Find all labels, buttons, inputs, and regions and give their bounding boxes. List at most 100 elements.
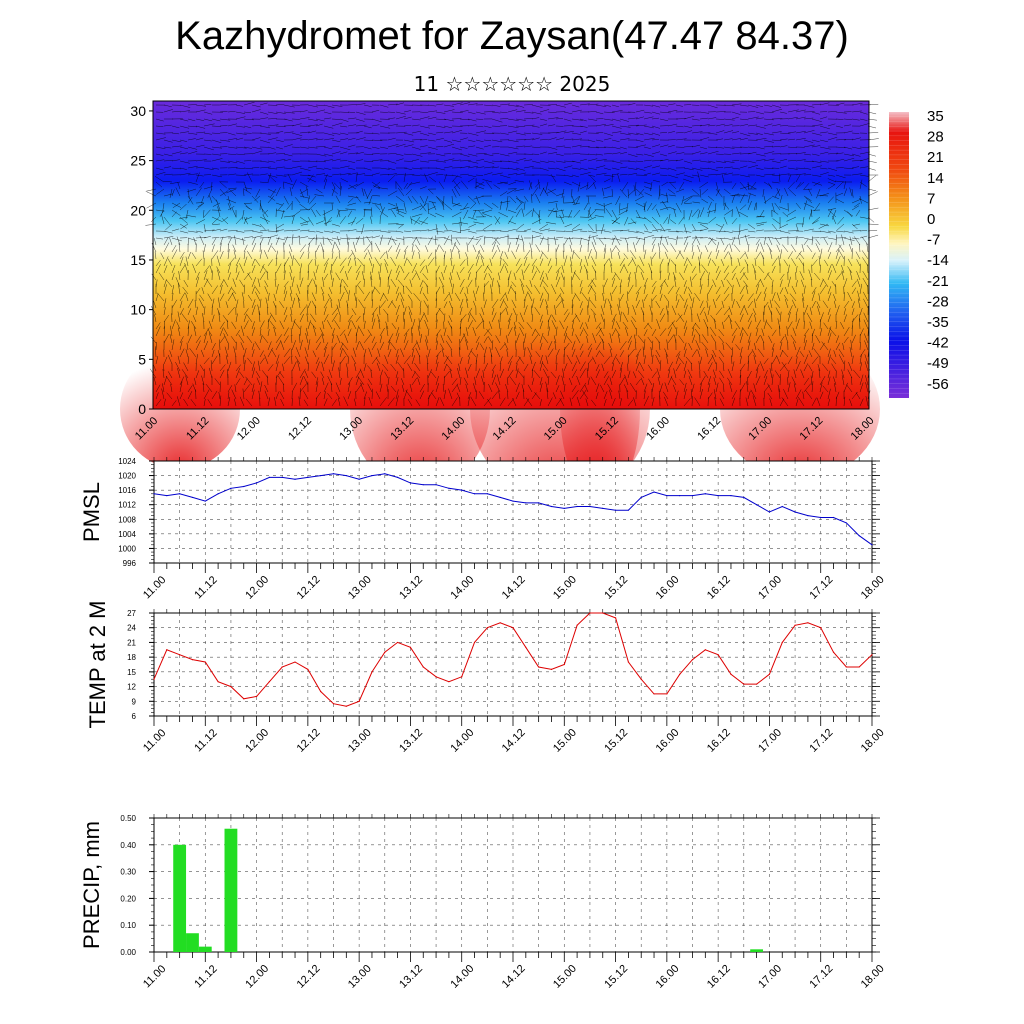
temp-panel-point: [281, 666, 283, 668]
precip-panel-xtick-label: 16.12: [705, 963, 733, 991]
pmsl-panel-xtick-label: 12.00: [243, 574, 271, 602]
pmsl-panel-xtick-label: 13.12: [397, 574, 425, 602]
precip-panel-ytick-label: 0.30: [120, 868, 136, 877]
temp-panel-point: [602, 612, 604, 614]
temp-panel-point: [550, 668, 553, 671]
heatmap-ytick-label: 20: [130, 202, 146, 218]
precip-panel-xtick-label: 18.00: [859, 963, 887, 991]
temp-panel-point: [345, 705, 347, 707]
colorbar-label: -42: [927, 335, 949, 352]
temp-panel-point: [268, 681, 270, 683]
pmsl-panel-point: [679, 495, 681, 497]
pmsl-panel-xtick-label: 11.12: [192, 574, 219, 601]
pmsl-panel-point: [832, 516, 835, 519]
pmsl-panel-point: [538, 502, 540, 504]
temp-panel-ytick-label: 6: [132, 712, 137, 721]
pmsl-panel-point: [268, 476, 270, 478]
pmsl-panel-xtick-label: 14.12: [500, 574, 528, 602]
precip-panel-xtick-label: 17.12: [807, 963, 835, 991]
pmsl-panel-point: [794, 511, 796, 513]
pmsl-panel-point: [653, 491, 655, 493]
pmsl-panel-point: [871, 544, 873, 546]
pmsl-panel-point: [627, 509, 629, 511]
pmsl-panel-ytick-label: 1004: [118, 530, 136, 539]
temp-panel-point: [576, 624, 578, 626]
temp-panel-point: [820, 627, 822, 629]
temp-panel-point: [730, 673, 732, 675]
pmsl-panel-ytick-label: 996: [123, 559, 137, 568]
temp-panel-xtick-label: 17.12: [807, 727, 835, 755]
pmsl-panel-ylabel: PMSL: [79, 482, 104, 542]
temp-panel-point: [473, 641, 476, 644]
pmsl-panel-xtick-label: 16.12: [705, 574, 733, 602]
pmsl-panel-point: [371, 474, 373, 477]
pmsl-panel-point: [255, 482, 258, 484]
precip-panel-ytick-label: 0.20: [120, 894, 136, 903]
precip-panel-xtick-label: 12.12: [295, 963, 323, 991]
temp-panel-point: [307, 668, 309, 671]
pmsl-panel-point: [704, 493, 706, 495]
heatmap-ytick-label: 15: [130, 252, 146, 268]
heatmap-xtick-label: 16.12: [695, 415, 723, 443]
pmsl-panel-point: [743, 496, 745, 499]
pmsl-panel-point: [756, 504, 758, 506]
temp-panel-point: [461, 676, 463, 678]
pmsl-panel-xtick-label: 17.00: [756, 574, 784, 602]
temp-panel-point: [422, 666, 424, 668]
temp-panel-point: [704, 649, 706, 651]
temp-panel-point: [640, 678, 642, 680]
pmsl-panel-point: [473, 493, 476, 495]
pmsl-panel-xtick-label: 14.00: [448, 574, 476, 602]
precip-panel-xtick-label: 11.00: [141, 963, 168, 990]
colorbar-label: 0: [927, 211, 935, 228]
pmsl-panel-point: [384, 473, 386, 475]
pmsl-panel-point: [768, 511, 771, 513]
precip-panel-ylabel: PRECIP, mm: [79, 821, 104, 949]
pmsl-panel-xtick-label: 16.00: [654, 574, 682, 602]
temp-panel-point: [409, 646, 412, 648]
temp-panel-point: [512, 627, 514, 629]
heatmap-ytick-label: 0: [138, 401, 146, 417]
pmsl-panel-point: [461, 489, 463, 491]
heatmap-ytick-label: 30: [130, 103, 146, 119]
pmsl-panel-point: [602, 507, 604, 509]
pmsl-panel-point: [448, 487, 450, 489]
temp-panel-ytick-label: 18: [127, 653, 136, 662]
precip-panel-bar: [198, 946, 212, 952]
colorbar: [889, 112, 909, 398]
precip-panel-xtick-label: 14.00: [448, 963, 476, 991]
pmsl-panel-point: [807, 515, 809, 517]
pmsl-panel-point: [512, 500, 514, 502]
temp-panel-point: [794, 624, 796, 626]
pmsl-panel-xtick-label: 15.12: [602, 574, 630, 602]
pmsl-panel-point: [204, 500, 206, 502]
temp-panel-point: [230, 685, 232, 688]
pmsl-panel-point: [576, 505, 578, 508]
temp-panel-point: [204, 661, 206, 663]
temp-panel-xtick-label: 16.12: [705, 727, 733, 755]
pmsl-panel-point: [640, 496, 642, 499]
pmsl-panel-point: [730, 495, 732, 497]
temp-panel-point: [435, 676, 437, 678]
pmsl-panel-point: [422, 484, 424, 486]
pmsl-panel-point: [499, 496, 501, 499]
pmsl-panel-xtick-label: 13.00: [346, 574, 374, 602]
colorbar-label: 14: [927, 170, 944, 187]
temp-panel-xtick-label: 16.00: [654, 727, 682, 755]
temp-panel-xtick-label: 12.12: [295, 727, 323, 755]
pmsl-panel-point: [550, 505, 553, 508]
precip-panel-xtick-label: 13.12: [397, 963, 425, 991]
pmsl-panel-xtick-label: 15.00: [551, 574, 579, 602]
colorbar-label: 7: [927, 190, 935, 207]
temp-panel-xtick-label: 17.00: [756, 727, 784, 755]
temp-panel-point: [627, 661, 629, 663]
pmsl-panel-frame: [153, 460, 873, 564]
pmsl-panel-point: [345, 474, 347, 477]
pmsl-panel-xtick-label: 17.12: [807, 574, 835, 602]
temp-panel-point: [384, 651, 386, 653]
temp-panel-point: [743, 683, 745, 685]
heatmap-ytick-label: 25: [130, 153, 146, 169]
pmsl-panel-ytick-label: 1016: [118, 486, 136, 495]
temp-panel-point: [845, 666, 847, 668]
